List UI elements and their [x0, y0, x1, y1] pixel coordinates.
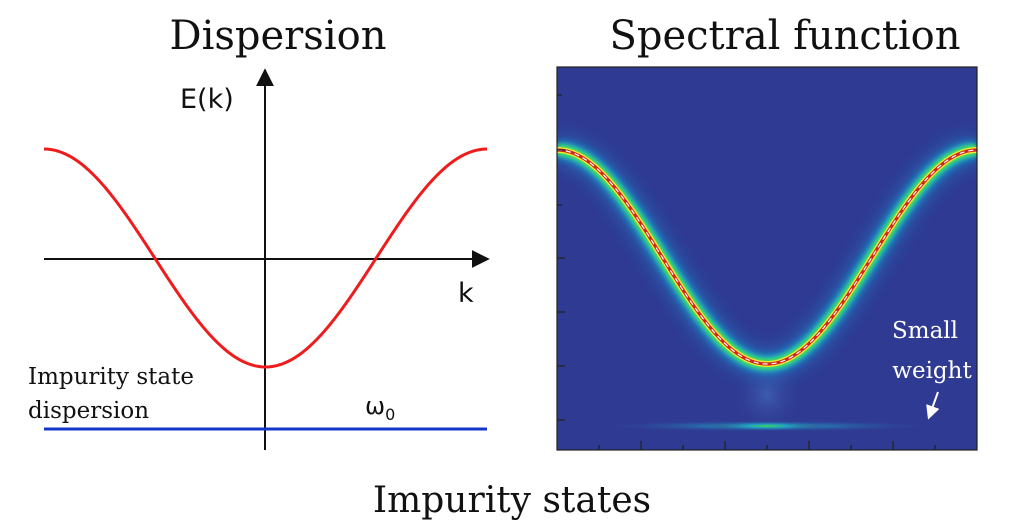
impurity-weight-spot — [707, 421, 827, 431]
spectral-ticks — [557, 94, 936, 450]
omega-subscript: 0 — [385, 405, 395, 424]
dispersion-title: Dispersion — [170, 13, 387, 59]
omega-zero-label: ω0 — [365, 392, 395, 424]
impurity-label-line2: dispersion — [28, 398, 149, 424]
impurity-label-line1: Impurity state — [28, 364, 194, 390]
energy-axis-label: E(k) — [180, 84, 234, 115]
small-weight-label-line2: weight — [892, 358, 972, 384]
small-weight-arrow — [926, 391, 940, 420]
band-dispersion-curve — [43, 147, 488, 369]
small-weight-label-line1: Small — [892, 318, 958, 344]
spectral-band-dashed-line — [557, 149, 977, 365]
spectral-function-title: Spectral function — [609, 13, 960, 59]
spectral-funnel-glow — [729, 355, 805, 435]
spectral-map — [557, 67, 977, 450]
momentum-axis-label: k — [458, 278, 474, 309]
figure-caption: Impurity states — [373, 480, 651, 521]
omega-symbol: ω — [365, 392, 385, 420]
